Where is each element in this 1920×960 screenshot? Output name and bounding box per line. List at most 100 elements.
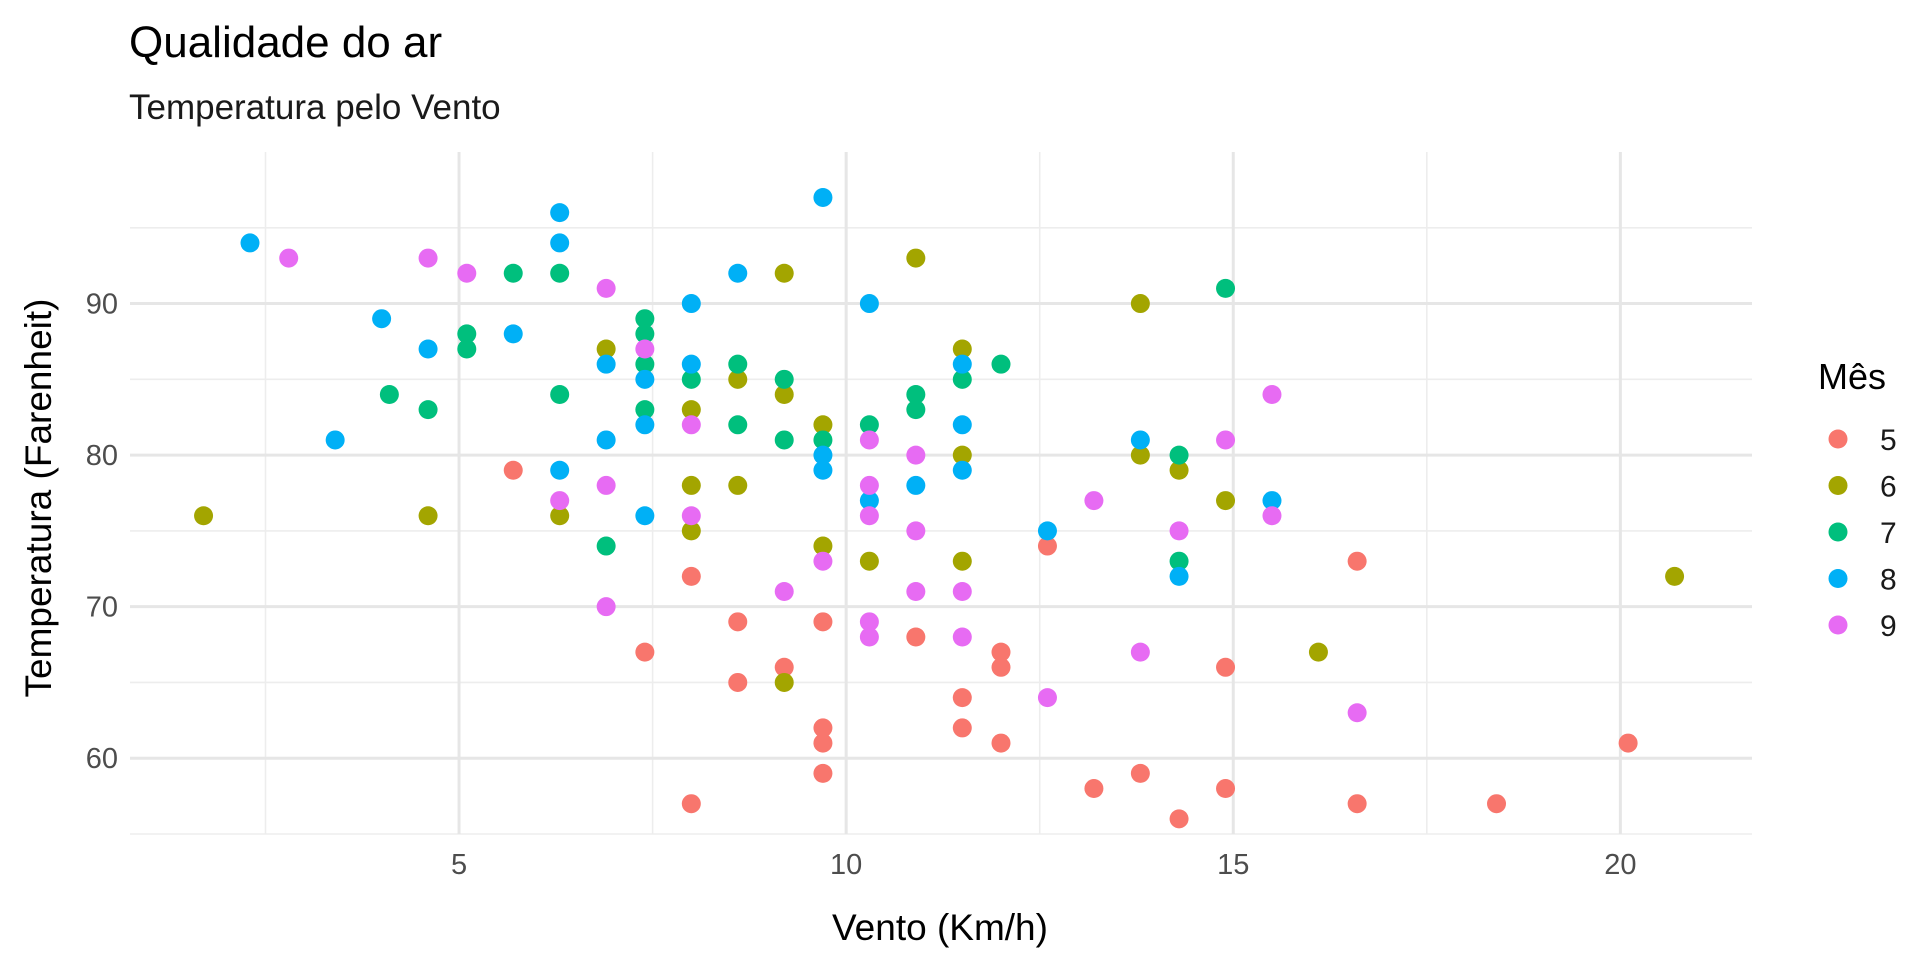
legend-key-8 (1828, 569, 1848, 588)
data-point-month-5 (1037, 536, 1057, 556)
data-point-month-5 (813, 718, 833, 738)
data-point-month-6 (681, 400, 701, 420)
data-point-month-5 (1084, 779, 1104, 799)
data-point-month-6 (952, 551, 972, 571)
data-point-month-8 (635, 506, 655, 526)
data-point-month-7 (503, 263, 523, 283)
data-point-month-7 (635, 400, 655, 420)
data-point-month-7 (635, 309, 655, 329)
data-point-month-6 (952, 445, 972, 465)
data-point-month-9 (418, 248, 438, 268)
data-point-month-8 (1130, 430, 1150, 450)
data-point-month-6 (1216, 491, 1236, 511)
chart-subtitle: Temperatura pelo Vento (129, 88, 501, 127)
data-point-month-7 (550, 263, 570, 283)
data-point-month-8 (952, 415, 972, 435)
data-point-month-6 (1308, 642, 1328, 662)
data-point-month-8 (1262, 491, 1282, 511)
data-point-month-6 (1130, 445, 1150, 465)
data-point-month-7 (728, 415, 748, 435)
data-point-month-5 (681, 566, 701, 586)
data-point-month-9 (279, 248, 299, 268)
data-point-month-7 (774, 369, 794, 389)
data-point-month-5 (1618, 733, 1638, 753)
data-point-month-7 (635, 354, 655, 374)
data-point-month-9 (813, 551, 833, 571)
data-point-month-5 (728, 672, 748, 692)
data-point-month-8 (550, 460, 570, 480)
data-point-month-9 (1216, 430, 1236, 450)
data-point-month-6 (681, 521, 701, 541)
data-point-month-7 (596, 536, 616, 556)
data-point-month-6 (418, 506, 438, 526)
data-point-month-5 (1169, 809, 1189, 829)
data-point-month-7 (774, 430, 794, 450)
data-point-month-5 (681, 794, 701, 814)
data-point-month-8 (635, 415, 655, 435)
legend-label-8: 8 (1880, 564, 1897, 597)
data-point-month-9 (596, 278, 616, 298)
data-point-month-9 (1037, 688, 1057, 708)
data-point-month-5 (952, 688, 972, 708)
data-point-month-7 (906, 384, 926, 404)
data-point-month-5 (1347, 794, 1367, 814)
axis-ticks: 5 10 15 20 60 70 80 90 (86, 289, 1637, 881)
data-point-month-6 (774, 263, 794, 283)
data-point-month-5 (1487, 794, 1507, 814)
data-point-month-9 (774, 582, 794, 602)
data-point-month-6 (194, 506, 214, 526)
data-point-month-5 (813, 612, 833, 632)
data-point-month-5 (774, 657, 794, 677)
data-point-month-6 (596, 339, 616, 359)
data-point-month-7 (728, 354, 748, 374)
data-point-month-6 (952, 339, 972, 359)
data-point-month-8 (240, 233, 260, 253)
data-point-month-6 (1130, 294, 1150, 314)
data-point-month-5 (991, 733, 1011, 753)
data-point-month-8 (952, 354, 972, 374)
data-point-month-9 (457, 263, 477, 283)
data-point-month-6 (859, 551, 879, 571)
data-point-month-5 (813, 763, 833, 783)
data-point-month-7 (457, 324, 477, 344)
legend-title: Mês (1818, 356, 1886, 397)
data-point-month-8 (503, 324, 523, 344)
data-point-month-7 (813, 430, 833, 450)
data-point-month-8 (596, 430, 616, 450)
x-tick-label: 5 (451, 849, 467, 881)
data-point-month-5 (503, 460, 523, 480)
x-tick-label: 15 (1217, 849, 1249, 881)
legend: Mês 5 6 7 8 9 (1818, 356, 1897, 643)
data-point-month-8 (418, 339, 438, 359)
data-point-month-8 (325, 430, 345, 450)
data-point-month-7 (859, 415, 879, 435)
data-point-month-5 (991, 657, 1011, 677)
data-point-month-9 (1169, 521, 1189, 541)
legend-key-5 (1828, 429, 1848, 449)
data-point-month-6 (906, 248, 926, 268)
data-point-month-9 (1130, 642, 1150, 662)
data-point-month-5 (813, 733, 833, 753)
data-point-month-9 (1262, 384, 1282, 404)
data-point-month-9 (906, 521, 926, 541)
legend-label-9: 9 (1880, 610, 1897, 643)
data-point-month-9 (906, 582, 926, 602)
data-point-month-9 (859, 506, 879, 526)
data-point-month-9 (1262, 506, 1282, 526)
data-point-month-5 (728, 612, 748, 632)
data-point-month-6 (728, 369, 748, 389)
legend-key-6 (1828, 476, 1848, 495)
data-point-month-8 (813, 445, 833, 465)
data-point-month-5 (952, 718, 972, 738)
data-point-month-8 (550, 203, 570, 223)
y-axis-title: Temperatura (Farenheit) (18, 299, 59, 698)
data-point-month-7 (379, 384, 399, 404)
data-point-month-5 (906, 627, 926, 647)
x-axis-title: Vento (Km/h) (832, 907, 1048, 948)
data-point-month-7 (991, 354, 1011, 374)
data-point-month-9 (906, 445, 926, 465)
data-point-month-6 (774, 384, 794, 404)
data-point-month-6 (1169, 460, 1189, 480)
data-point-month-7 (1169, 551, 1189, 571)
data-point-month-7 (550, 384, 570, 404)
